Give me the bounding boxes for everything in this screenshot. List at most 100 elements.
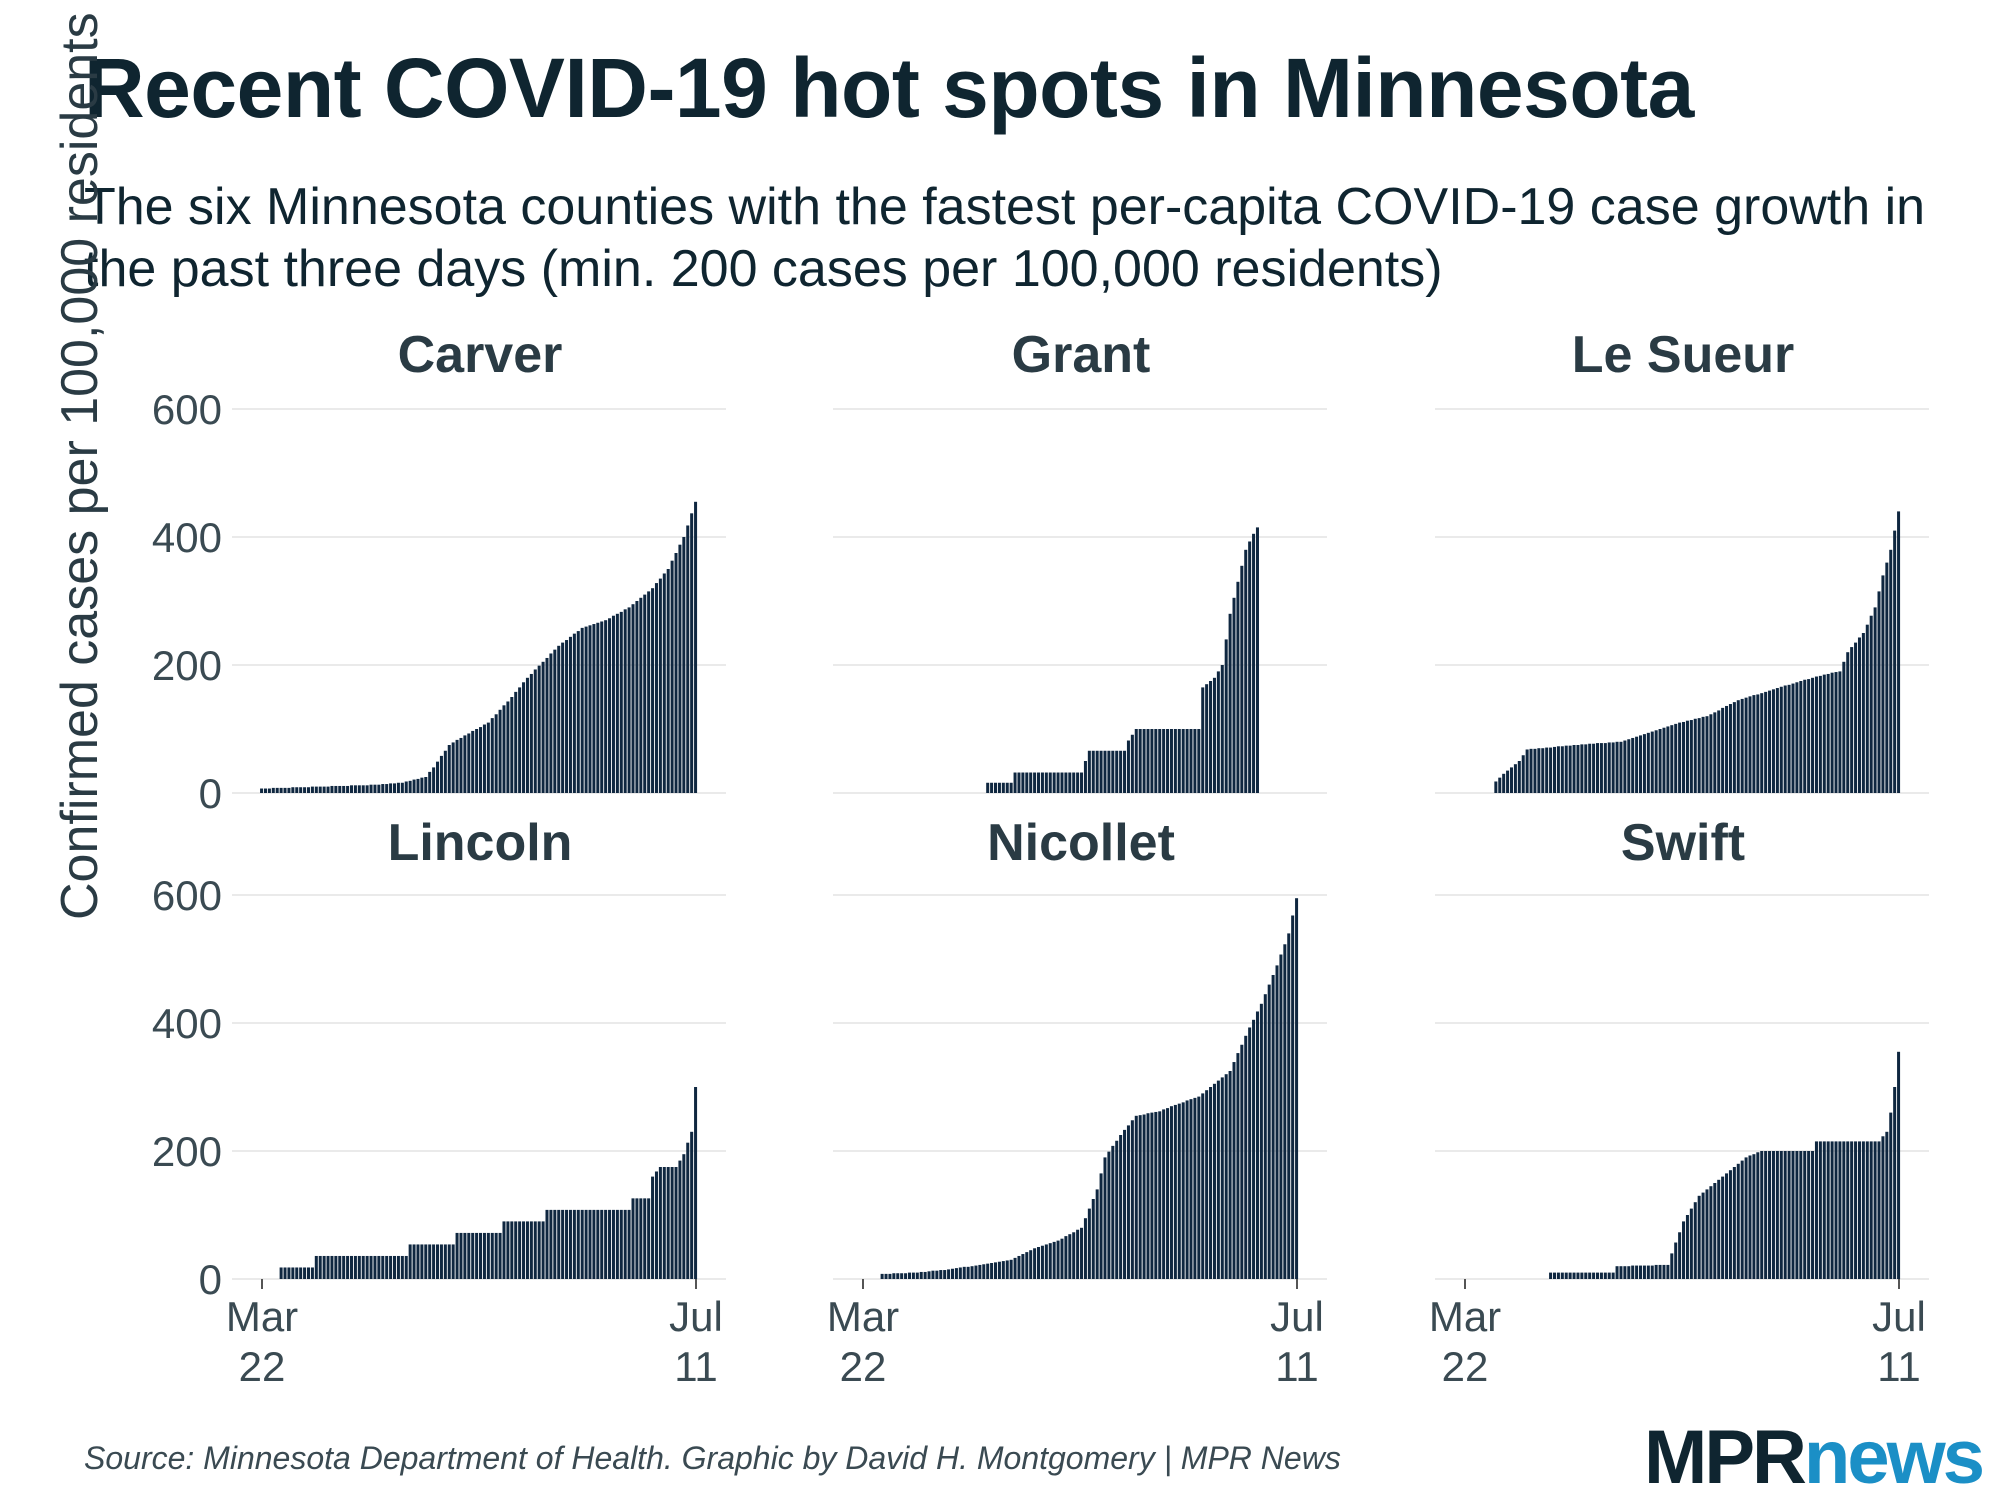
bar — [334, 785, 338, 793]
bar — [357, 785, 361, 793]
bar — [1185, 729, 1189, 793]
bar — [385, 784, 389, 793]
bar — [389, 783, 393, 793]
bar — [525, 677, 529, 793]
bar — [553, 1209, 557, 1279]
bar — [1674, 1242, 1678, 1279]
bar — [986, 782, 990, 793]
bar — [1162, 1109, 1166, 1279]
bar — [291, 787, 295, 793]
bar — [522, 1221, 526, 1279]
bar — [1756, 694, 1760, 793]
bar — [338, 785, 342, 793]
bar — [1685, 720, 1689, 793]
bar — [439, 755, 443, 793]
bar — [1588, 743, 1592, 793]
bar — [1169, 729, 1173, 793]
bar — [1169, 1106, 1173, 1279]
bar — [1193, 1097, 1197, 1279]
bar — [432, 1244, 436, 1279]
bar — [1599, 1272, 1603, 1279]
bar — [1736, 700, 1740, 793]
bar — [1654, 730, 1658, 793]
bar — [529, 673, 533, 793]
bar — [1291, 915, 1295, 1279]
bar — [1552, 1272, 1557, 1279]
bar — [1693, 1202, 1697, 1279]
bar — [1123, 1129, 1127, 1279]
bar — [935, 1270, 939, 1279]
bar — [1885, 1131, 1889, 1279]
bar — [1662, 727, 1666, 793]
bar — [326, 786, 330, 793]
bar — [1881, 575, 1885, 793]
bar — [506, 701, 510, 793]
bar — [1869, 1141, 1873, 1279]
bar — [1689, 720, 1693, 793]
bar — [306, 787, 310, 793]
bar — [1584, 744, 1588, 793]
bar — [1787, 684, 1791, 793]
bar — [1646, 732, 1650, 793]
bar — [880, 1273, 884, 1279]
bar — [346, 785, 350, 793]
chart-title: Recent COVID-19 hot spots in Minnesota — [84, 41, 1694, 135]
bar — [1560, 746, 1564, 793]
bar — [1732, 1167, 1736, 1279]
bar — [1126, 1125, 1130, 1279]
bar — [1768, 690, 1772, 793]
y-tick-label: 0 — [199, 770, 222, 817]
bar — [647, 1198, 651, 1279]
bar — [1005, 1260, 1009, 1279]
bar — [1861, 1141, 1865, 1279]
bar — [1095, 1189, 1099, 1279]
bar — [1095, 750, 1099, 793]
bar — [1795, 1151, 1799, 1279]
bar — [1068, 772, 1072, 793]
bar — [627, 607, 631, 793]
bar — [1783, 685, 1787, 793]
bar — [408, 780, 412, 793]
bar — [1846, 1141, 1850, 1279]
bar — [694, 1087, 698, 1279]
bar — [1779, 686, 1783, 793]
bar — [1674, 723, 1678, 793]
bar — [1087, 750, 1091, 793]
bar — [314, 1255, 318, 1279]
bar — [1259, 1003, 1263, 1279]
bar — [510, 697, 514, 793]
bar — [931, 1270, 935, 1279]
bar — [1099, 750, 1103, 793]
panel-title: Nicollet — [987, 814, 1175, 872]
bar — [1857, 1141, 1861, 1279]
bar — [279, 1267, 283, 1279]
bar — [1111, 1145, 1115, 1279]
bar — [482, 724, 486, 793]
bar — [654, 1171, 658, 1279]
bar — [1697, 718, 1701, 793]
bar — [346, 1255, 350, 1279]
bar — [643, 1198, 647, 1279]
bar — [510, 1221, 514, 1279]
bar — [1842, 661, 1846, 793]
bar — [428, 1244, 432, 1279]
bar — [1087, 1208, 1091, 1279]
bar — [919, 1271, 923, 1279]
bar — [451, 742, 455, 793]
bar — [1080, 1227, 1084, 1279]
bar — [1740, 698, 1744, 793]
bar — [338, 1255, 342, 1279]
bar — [479, 727, 483, 793]
bar — [463, 1232, 467, 1279]
bar — [1822, 1141, 1826, 1279]
bar — [1697, 1195, 1701, 1279]
bar — [373, 784, 377, 793]
bar — [1826, 1141, 1830, 1279]
bar — [1525, 749, 1529, 793]
bar — [1099, 1173, 1103, 1279]
x-tick-label: Jul — [1872, 1293, 1926, 1340]
bar — [299, 1267, 303, 1279]
bar — [1001, 1261, 1005, 1279]
